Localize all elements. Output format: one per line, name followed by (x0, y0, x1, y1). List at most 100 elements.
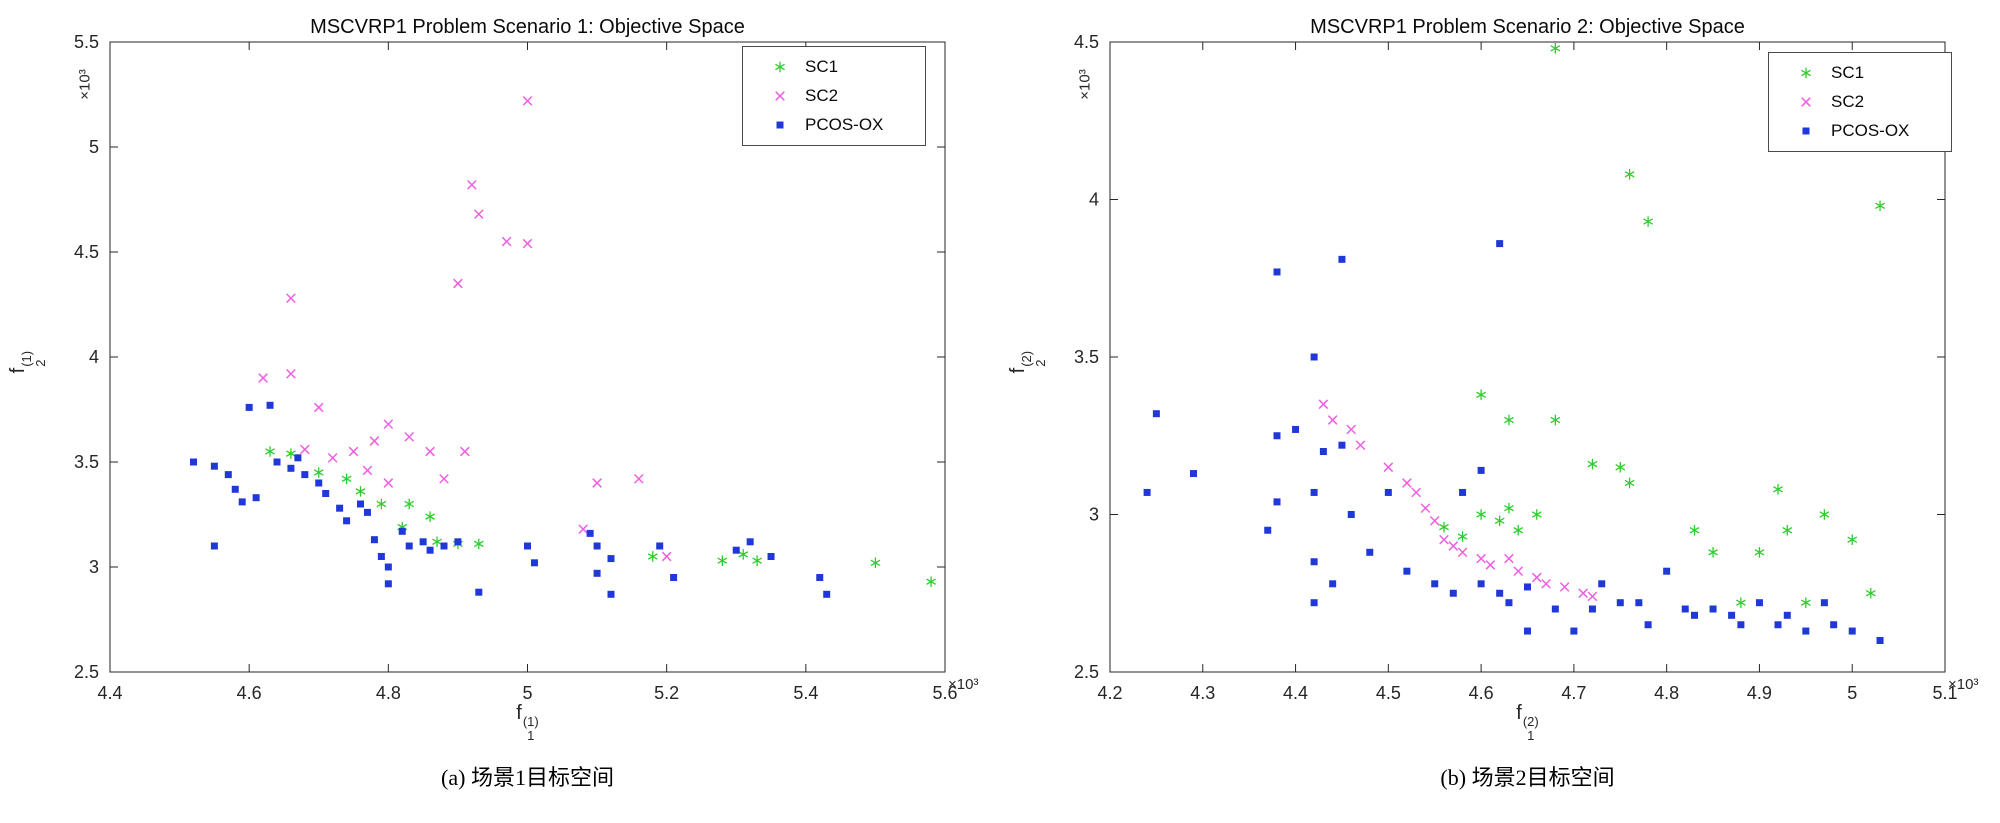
data-point-marker (1504, 553, 1514, 564)
data-point-marker (1448, 541, 1459, 551)
square-marker (1644, 621, 1652, 629)
asterisk-marker (355, 488, 366, 495)
x-marker (1476, 553, 1486, 564)
square-marker (1570, 627, 1578, 635)
square-marker (1319, 448, 1327, 455)
x-marker (775, 91, 785, 101)
x-marker (1485, 560, 1496, 570)
legend-label-pcos-ox: PCOS-OX (1831, 121, 1910, 140)
data-point-marker (266, 401, 274, 409)
square-marker (1848, 627, 1856, 635)
x-marker (1587, 591, 1598, 602)
data-point-marker (439, 473, 449, 484)
data-point-marker (1476, 389, 1487, 401)
data-point-marker (1403, 567, 1411, 575)
data-point-marker (1531, 509, 1542, 520)
square-marker (1431, 580, 1439, 588)
x-tick-label: 4.4 (1283, 683, 1308, 700)
square-marker (1310, 599, 1318, 607)
square-marker (315, 479, 323, 487)
asterisk-marker (1865, 590, 1876, 597)
data-point-marker (1550, 414, 1561, 426)
asterisk-marker (1624, 171, 1635, 178)
x-marker (286, 293, 296, 304)
data-point-marker (752, 555, 763, 566)
data-point-marker (1264, 526, 1272, 534)
square-marker (1366, 548, 1374, 556)
x-marker (369, 436, 380, 446)
data-point-marker (1819, 509, 1830, 520)
data-point-marker (1318, 399, 1329, 410)
data-point-marker (473, 209, 484, 220)
square-marker (357, 500, 364, 508)
x-tick-label: 4.6 (237, 683, 262, 700)
square-marker (1551, 605, 1559, 613)
data-point-marker (258, 373, 268, 383)
data-point-marker (287, 464, 295, 472)
data-point-marker (1504, 414, 1514, 426)
square-marker (1403, 567, 1411, 575)
asterisk-marker (1476, 511, 1487, 518)
square-marker (1755, 599, 1763, 607)
square-marker (440, 542, 448, 550)
square-marker (252, 494, 260, 502)
xlabel-base: f (1516, 702, 1522, 724)
x-marker (634, 473, 644, 484)
square-marker (370, 536, 378, 544)
x-marker (258, 373, 268, 383)
x-marker (522, 95, 533, 106)
square-marker (1709, 605, 1717, 613)
data-point-marker (530, 559, 538, 567)
asterisk-marker (1439, 523, 1449, 531)
data-point-marker (1551, 605, 1559, 613)
data-point-marker (1865, 587, 1876, 599)
data-point-marker (190, 458, 197, 466)
x-tick-label: 5 (522, 683, 532, 700)
x-marker (1411, 487, 1421, 498)
x-marker (522, 238, 533, 249)
square-marker (1347, 511, 1355, 518)
x-tick-label: 4.9 (1747, 683, 1772, 700)
data-point-marker (1273, 268, 1281, 276)
data-point-marker (1476, 553, 1486, 564)
data-point-marker (1773, 484, 1783, 495)
data-point-marker (775, 61, 785, 73)
data-point-marker (1800, 597, 1811, 608)
square-marker (224, 471, 232, 479)
data-point-marker (1801, 97, 1811, 107)
square-marker (1802, 127, 1810, 135)
data-point-marker (1190, 470, 1197, 478)
x-marker (473, 209, 484, 220)
x-marker (592, 478, 602, 488)
data-point-marker (377, 553, 385, 560)
data-point-marker (1587, 458, 1598, 470)
data-point-marker (1755, 599, 1763, 607)
data-point-marker (1624, 477, 1635, 489)
x-marker (1346, 424, 1357, 435)
chart1-y-axis-exponent: ×10³ (76, 69, 94, 100)
x-marker (661, 551, 672, 562)
data-point-marker (383, 419, 394, 430)
x-glyph (775, 91, 785, 101)
square-marker (1264, 526, 1272, 534)
data-point-marker (522, 238, 533, 249)
asterisk-marker (1782, 527, 1793, 534)
data-point-marker (1273, 432, 1281, 440)
data-point-marker (1801, 67, 1811, 79)
square-marker (1338, 441, 1346, 449)
data-point-marker (1570, 627, 1578, 635)
square-marker (1477, 466, 1485, 474)
x-marker (1559, 582, 1570, 592)
x-glyph (1801, 97, 1811, 107)
data-point-marker (586, 529, 594, 537)
chart2-caption: (b) 场景2目标空间 (1440, 765, 1615, 790)
data-point-marker (460, 446, 470, 457)
xlabel-superscript: (1) (522, 714, 539, 729)
square-marker (1783, 611, 1791, 619)
data-point-marker (1439, 521, 1449, 533)
legend-item-pcos-ox: PCOS-OX (753, 113, 915, 137)
data-point-marker (578, 524, 588, 535)
square-marker (1588, 605, 1596, 613)
data-point-marker (1383, 462, 1394, 473)
xlabel-superscript: (2) (1522, 714, 1539, 729)
